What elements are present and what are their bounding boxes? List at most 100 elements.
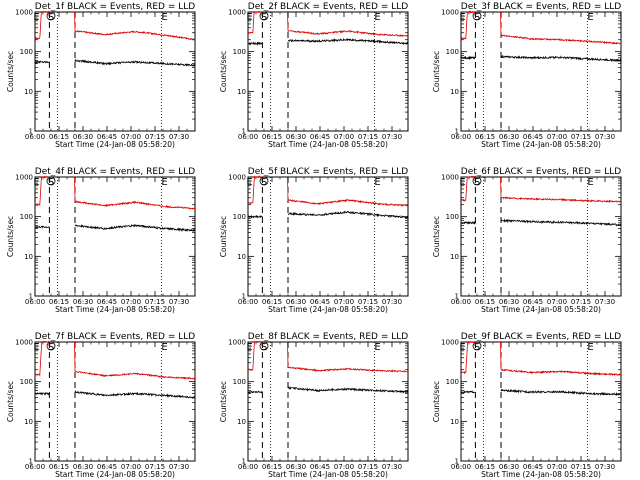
x-tick-label: 06:45 bbox=[523, 298, 543, 306]
x-tick-label: 07:15 bbox=[358, 298, 378, 306]
x-tick-label: 06:15 bbox=[49, 133, 69, 141]
lld-series-line bbox=[34, 340, 50, 377]
event-marker-label: S bbox=[474, 12, 480, 23]
lld-series-line bbox=[34, 175, 50, 207]
events-series-line bbox=[74, 58, 196, 67]
x-tick-label: 07:30 bbox=[382, 463, 402, 471]
y-tick-label: 10 bbox=[237, 88, 246, 96]
y-tick-label: 1 bbox=[29, 128, 33, 136]
x-tick-label: 06:30 bbox=[73, 133, 93, 141]
y-axis-label: Counts/sec bbox=[432, 216, 441, 257]
saa-marker-circle bbox=[259, 176, 269, 186]
y-tick-label: 10 bbox=[450, 88, 459, 96]
lld-series-line bbox=[500, 11, 622, 45]
y-tick-label: 100 bbox=[20, 213, 33, 221]
y-tick-label: 100 bbox=[20, 48, 33, 56]
lld-series-line bbox=[34, 10, 50, 40]
detector-plot: Det_3f BLACK = Events, RED = LLD 1 10 100 10… bbox=[432, 2, 622, 149]
x-tick-label: 07:15 bbox=[358, 463, 378, 471]
x-axis-label: Start Time (24-Jan-08 05:58:20) bbox=[55, 470, 175, 479]
x-tick-label: 07:00 bbox=[547, 298, 567, 306]
y-tick-label: 100 bbox=[233, 48, 246, 56]
x-tick-label: 07:15 bbox=[145, 463, 165, 471]
detector-plot: Det_8f BLACK = Events, RED = LLD 1 10 100 10… bbox=[219, 332, 409, 479]
events-series-line bbox=[247, 214, 263, 219]
y-tick-label: 1000 bbox=[228, 9, 246, 17]
event-marker-label: E bbox=[459, 12, 465, 23]
x-tick-label: 06:45 bbox=[97, 463, 117, 471]
x-tick-label: 06:00 bbox=[451, 463, 471, 471]
x-tick-label: 06:15 bbox=[262, 298, 282, 306]
x-tick-label: 06:45 bbox=[97, 133, 117, 141]
plot-title: Det_4f BLACK = Events, RED = LLD bbox=[35, 167, 195, 177]
detector-plot: Det_7f BLACK = Events, RED = LLD 1 10 100 10… bbox=[6, 332, 196, 479]
event-marker-label: E bbox=[246, 342, 252, 353]
y-tick-label: 10 bbox=[24, 88, 33, 96]
y-tick-label: 1000 bbox=[441, 174, 459, 182]
events-series-line bbox=[287, 385, 409, 394]
lld-series-line bbox=[247, 340, 263, 372]
x-tick-label: 07:15 bbox=[571, 298, 591, 306]
x-tick-label: 07:15 bbox=[571, 463, 591, 471]
x-tick-label: 07:00 bbox=[334, 463, 354, 471]
y-axis-label: Counts/sec bbox=[432, 381, 441, 422]
x-axis-label: Start Time (24-Jan-08 05:58:20) bbox=[481, 470, 601, 479]
detector-plot: Det_1f BLACK = Events, RED = LLD 1 10 100 10… bbox=[6, 2, 196, 149]
x-tick-label: 06:15 bbox=[49, 463, 69, 471]
event-marker-label: S bbox=[48, 177, 54, 188]
x-tick-label: 06:00 bbox=[238, 133, 258, 141]
y-tick-label: 1000 bbox=[441, 339, 459, 347]
event-marker-label: E bbox=[374, 342, 380, 353]
x-tick-label: 06:00 bbox=[238, 298, 258, 306]
x-tick-label: 07:00 bbox=[121, 133, 141, 141]
lld-series-line bbox=[287, 176, 409, 207]
x-axis-label: Start Time (24-Jan-08 05:58:20) bbox=[481, 140, 601, 149]
lld-series-line bbox=[460, 10, 476, 40]
x-tick-label: 07:15 bbox=[571, 133, 591, 141]
saa-marker-circle bbox=[46, 176, 56, 186]
plot-frame bbox=[460, 341, 622, 462]
y-axis-label: Counts/sec bbox=[6, 381, 15, 422]
events-series-line bbox=[460, 220, 476, 225]
y-tick-label: 1 bbox=[29, 293, 33, 301]
x-axis-label: Start Time (24-Jan-08 05:58:20) bbox=[268, 140, 388, 149]
events-series-line bbox=[248, 41, 263, 46]
events-series-line bbox=[500, 388, 622, 397]
events-series-line bbox=[247, 390, 263, 394]
event-marker-label: E bbox=[587, 177, 593, 188]
y-tick-label: 100 bbox=[233, 378, 246, 386]
event-marker-label: S bbox=[474, 342, 480, 353]
event-marker-label: E bbox=[161, 12, 167, 23]
event-marker-label: E bbox=[587, 342, 593, 353]
x-tick-label: 06:30 bbox=[286, 133, 306, 141]
y-tick-label: 100 bbox=[233, 213, 246, 221]
lld-series-line bbox=[74, 11, 196, 41]
x-tick-label: 06:15 bbox=[49, 298, 69, 306]
x-tick-label: 06:30 bbox=[499, 298, 519, 306]
x-tick-label: 06:00 bbox=[25, 298, 45, 306]
x-tick-label: 06:00 bbox=[238, 463, 258, 471]
event-marker-label: S bbox=[261, 342, 267, 353]
x-tick-label: 06:15 bbox=[475, 298, 495, 306]
plot-title: Det_1f BLACK = Events, RED = LLD bbox=[35, 2, 195, 12]
x-tick-label: 07:30 bbox=[382, 133, 402, 141]
plot-frame bbox=[34, 11, 196, 132]
detector-plot: Det_4f BLACK = Events, RED = LLD 1 10 100 10… bbox=[6, 167, 196, 314]
event-marker-label: E bbox=[161, 342, 167, 353]
x-tick-label: 06:00 bbox=[451, 298, 471, 306]
x-tick-label: 06:45 bbox=[310, 133, 330, 141]
y-axis-label: Counts/sec bbox=[6, 51, 15, 92]
y-tick-label: 1000 bbox=[441, 9, 459, 17]
y-tick-label: 1 bbox=[455, 293, 459, 301]
y-tick-label: 100 bbox=[20, 378, 33, 386]
lld-series-line bbox=[74, 176, 196, 210]
plot-title: Det_7f BLACK = Events, RED = LLD bbox=[35, 332, 195, 342]
y-tick-label: 1000 bbox=[15, 339, 33, 347]
events-series-line bbox=[460, 389, 476, 394]
x-axis-label: Start Time (24-Jan-08 05:58:20) bbox=[268, 470, 388, 479]
plot-frame bbox=[247, 11, 409, 132]
y-tick-label: 10 bbox=[237, 253, 246, 261]
x-tick-label: 07:30 bbox=[595, 298, 615, 306]
y-tick-label: 1 bbox=[242, 458, 246, 466]
x-tick-label: 07:00 bbox=[547, 133, 567, 141]
